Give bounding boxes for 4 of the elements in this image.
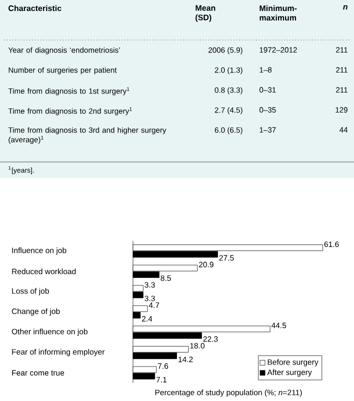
text: Characteristic — [8, 5, 62, 12]
text: n — [343, 5, 348, 10]
text: Mean (SD) — [196, 5, 216, 22]
text: Minimum-maximum — [260, 5, 297, 21]
